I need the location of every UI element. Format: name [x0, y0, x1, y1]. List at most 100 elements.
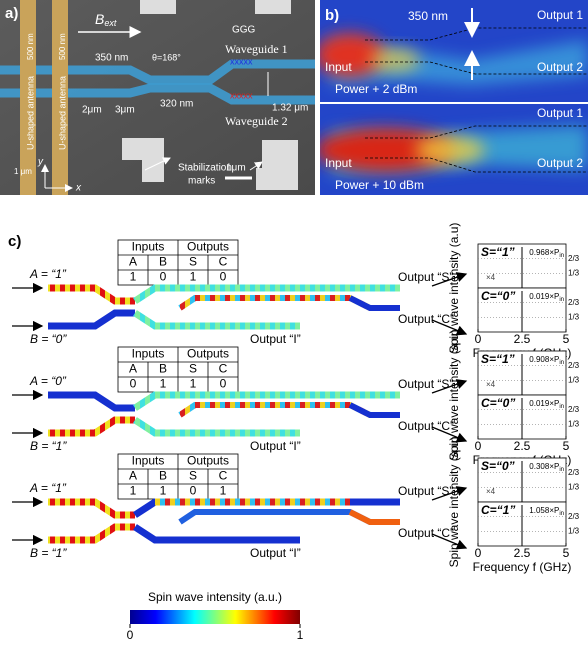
antenna-label: U-shaped antenna — [57, 76, 67, 150]
pointer-arrow — [431, 319, 468, 336]
gap-label: 350 nm — [408, 9, 448, 23]
output-label: Output “C” — [398, 526, 454, 540]
y-tick-label: 2/3 — [568, 468, 580, 477]
antenna-width: 500 nm — [26, 33, 35, 60]
probe-marks: xxxxx — [230, 56, 253, 66]
table-column: C — [219, 469, 228, 483]
table-column: B — [159, 362, 167, 376]
waveguide — [348, 402, 400, 418]
waveguide — [48, 416, 135, 437]
y-tick-label: 2/3 — [568, 512, 580, 521]
outline — [365, 61, 588, 75]
dimension: 3μm — [115, 105, 135, 116]
x-tick-label: 5 — [563, 546, 570, 560]
amplitude-value: 0.019×P — [529, 399, 559, 408]
table-header: Outputs — [187, 240, 229, 254]
table-column: B — [159, 255, 167, 269]
outline — [365, 125, 588, 139]
dimension: 2μm — [82, 105, 102, 116]
table-cell: 0 — [220, 377, 227, 391]
y-axis-label: Spin wave intensity (a.u) — [447, 330, 461, 461]
colorbar — [130, 610, 300, 624]
x-tick-label: 5 — [563, 332, 570, 346]
amplitude-value: 0.308×P — [529, 462, 559, 471]
table-cell: 1 — [130, 484, 137, 498]
input-label: A = “1” — [29, 267, 67, 281]
table-cell: 1 — [190, 270, 197, 284]
table-cell: 0 — [220, 270, 227, 284]
hotspot — [320, 33, 385, 77]
table-header: Inputs — [132, 454, 165, 468]
antenna — [20, 0, 36, 195]
panel-a: xxxxx xxxxx a) Bext GGG Waveguide 1 Wave… — [0, 0, 315, 195]
table-header: Outputs — [187, 454, 229, 468]
output-label: Output “S” — [398, 270, 453, 284]
output-label: Output “S” — [398, 377, 453, 391]
x-tick-label: 0 — [475, 332, 482, 346]
waveguide-label: Waveguide 2 — [225, 114, 288, 128]
dimension: 350 nm — [95, 53, 128, 64]
divider — [320, 102, 588, 104]
y-axis-label: Spin wave intensity (a.u) — [447, 223, 461, 354]
amplitude-value: 0.908×P — [529, 355, 559, 364]
output-label: Output 1 — [537, 106, 583, 120]
y-tick-label: 1/3 — [568, 419, 580, 428]
amplitude-subscript: in — [559, 511, 564, 517]
colorbar-title: Spin wave intensity (a.u.) — [148, 590, 282, 604]
table-cell: 1 — [160, 484, 167, 498]
waveguide — [48, 309, 135, 330]
waveguide — [133, 310, 300, 330]
waveguide — [0, 83, 315, 105]
spacing-label: 1 μm — [14, 167, 32, 176]
x-tick-label: 0 — [475, 439, 482, 453]
amplitude-value: 0.019×P — [529, 292, 559, 301]
outline — [365, 27, 588, 41]
x-tick-label: 0 — [475, 546, 482, 560]
substrate-label: GGG — [232, 25, 256, 36]
panel-b: b) 350 nm — [320, 0, 588, 195]
amplitude-subscript: in — [559, 253, 564, 259]
stabilization-mark — [256, 140, 298, 190]
input-label: B = “1” — [30, 546, 67, 560]
table-cell: 0 — [190, 484, 197, 498]
y-tick-label: 2/3 — [568, 254, 580, 263]
power-label: Power + 2 dBm — [335, 82, 417, 96]
antenna-width: 500 nm — [58, 33, 67, 60]
table-column: S — [189, 362, 197, 376]
field-symbol: B — [95, 11, 104, 27]
state-label: S=“0” — [481, 459, 515, 473]
table-column: S — [189, 469, 197, 483]
y-axis-label: Spin wave intensity (a.u) — [447, 437, 461, 568]
output-label: Output “C” — [398, 312, 454, 326]
y-tick-label: 1/3 — [568, 312, 580, 321]
waveguide — [48, 498, 135, 519]
amplitude-subscript: in — [559, 404, 564, 410]
amplitude-value: 0.968×P — [529, 248, 559, 257]
pointer — [249, 161, 263, 171]
input-label: A = “0” — [29, 374, 67, 388]
waveguide — [133, 417, 300, 437]
output-label: Output “I” — [250, 332, 301, 346]
power-label: Power + 10 dBm — [335, 178, 424, 192]
colorbar-label: 0 — [127, 628, 134, 642]
zoom-label: ×4 — [486, 487, 496, 496]
axis-label: x — [75, 183, 82, 194]
dimension: 1.32 μm — [272, 103, 308, 114]
amplitude-label: 1.058×Pin — [529, 506, 564, 516]
amplitude-label: 0.019×Pin — [529, 292, 564, 302]
outline — [365, 157, 588, 173]
output-label: Output “C” — [398, 419, 454, 433]
state-label: C=“0” — [481, 289, 515, 303]
waveguide — [48, 284, 135, 305]
panel-label: b) — [325, 7, 339, 24]
y-tick-label: 1/3 — [568, 482, 580, 491]
output-label: Output “I” — [250, 546, 301, 560]
pointer-arrow — [431, 272, 468, 287]
input-label: B = “0” — [30, 332, 67, 346]
table-cell: 0 — [130, 377, 137, 391]
x-tick-label: 2.5 — [514, 546, 531, 560]
table-cell: 1 — [220, 484, 227, 498]
table-header: Inputs — [132, 240, 165, 254]
field-subscript: ext — [104, 18, 117, 28]
